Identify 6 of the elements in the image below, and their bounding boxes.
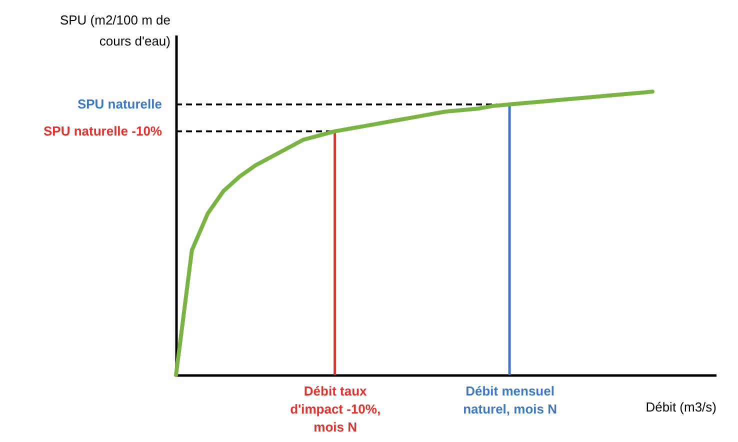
x-axis-title: Débit (m3/s)	[646, 400, 716, 414]
ref-line-label: SPU naturelle	[77, 96, 162, 112]
ref-line-label: SPU naturelle -10%	[44, 123, 162, 138]
x-tick-label: Débit taux d'impact -10%, mois N	[290, 384, 381, 434]
x-tick-label: Débit mensuel naturel, mois N	[463, 384, 557, 416]
y-axis-title: SPU (m2/100 m de cours d'eau)	[60, 12, 170, 48]
